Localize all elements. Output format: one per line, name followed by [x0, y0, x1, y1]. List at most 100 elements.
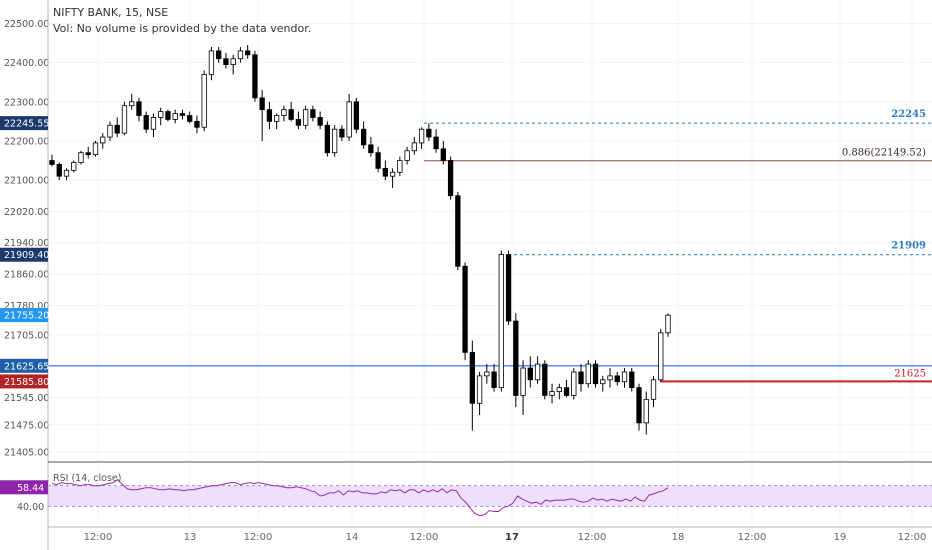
horizontal-levels: 22245 0.886(22149.52) 21909 21625: [48, 109, 932, 383]
candle-down: [360, 128, 367, 146]
candle-up: [201, 73, 207, 128]
chart-title: NIFTY BANK, 15, NSE: [53, 6, 169, 19]
x-tick-label: 12:00: [244, 532, 273, 543]
candle-down: [426, 128, 432, 138]
candle-up: [476, 375, 483, 404]
price-tag: [0, 374, 48, 389]
candle-up: [78, 152, 84, 163]
candle-down: [440, 148, 446, 161]
candle-up: [92, 142, 99, 156]
x-tick-label: 19: [834, 532, 847, 543]
candle-down: [143, 115, 149, 130]
candle-down: [433, 136, 439, 150]
candle-down: [223, 58, 229, 66]
candle-down: [179, 113, 186, 116]
candle-up: [498, 254, 504, 389]
candle-down: [629, 371, 635, 389]
candle-up: [418, 128, 425, 144]
price-tag-label: 21909.40: [4, 250, 49, 261]
candle-up: [556, 387, 562, 392]
candle-down: [245, 50, 251, 56]
candle-up: [397, 160, 403, 173]
candle-down: [592, 363, 599, 385]
candle-down: [353, 101, 360, 130]
candle-up: [607, 375, 613, 381]
candle-up: [71, 162, 77, 171]
candle-up: [129, 101, 135, 107]
candle-down: [505, 254, 512, 322]
candle-up: [237, 50, 244, 60]
x-tick-label: 12:00: [578, 532, 607, 543]
price-tag: [0, 358, 48, 373]
y-tick-label: 21405.00: [4, 448, 49, 459]
y-tick-label: 21475.00: [4, 420, 49, 431]
candle-down: [56, 164, 62, 177]
rsi-title: RSI (14, close): [53, 473, 121, 484]
dashed-level-label: 22245: [891, 109, 926, 120]
rsi-line: [51, 478, 669, 517]
rsi-pane: RSI (14, close): [48, 473, 932, 517]
candle-down: [375, 152, 381, 169]
candlestick-series: [49, 45, 671, 435]
candle-up: [665, 314, 671, 334]
candle-down: [252, 54, 258, 99]
rsi-current-value: 58.44: [17, 483, 44, 494]
x-tick-label: 12:00: [410, 532, 439, 543]
y-tick-label: 21860.00: [4, 270, 49, 281]
candle-down: [578, 371, 584, 385]
candle-up: [208, 50, 215, 75]
candle-down: [491, 371, 497, 389]
candle-down: [136, 101, 142, 116]
candle-down: [368, 144, 374, 154]
x-tick-label: 17: [505, 532, 519, 543]
candle-down: [317, 117, 323, 126]
candle-up: [643, 398, 649, 424]
candle-down: [382, 167, 389, 177]
y-tick-label: 22400.00: [4, 58, 49, 69]
candle-up: [150, 117, 157, 130]
candle-up: [281, 109, 287, 116]
candle-up: [621, 371, 628, 383]
candle-down: [339, 128, 345, 138]
candle-down: [462, 265, 468, 353]
candle-down: [114, 124, 120, 134]
price-tag-label: 21625.65: [4, 361, 49, 372]
candle-down: [165, 111, 171, 120]
candle-up: [658, 332, 664, 381]
candle-down: [455, 195, 461, 267]
x-tick-label: 13: [184, 532, 197, 543]
price-tag: [0, 247, 48, 262]
y-tick-label: 22100.00: [4, 176, 49, 187]
candle-down: [542, 363, 548, 396]
candle-up: [650, 379, 657, 400]
candle-down: [187, 115, 193, 122]
candle-down: [469, 351, 475, 404]
candle-up: [404, 150, 410, 161]
candle-up: [346, 101, 352, 138]
fib-level-label: 0.886(22149.52): [842, 148, 926, 159]
candle-down: [288, 109, 294, 120]
candle-up: [100, 136, 106, 144]
candle-up: [303, 109, 309, 126]
candle-down: [295, 119, 302, 126]
axes: 22500.00 22400.00 22300.00 22200.00 22100.00…: [4, 0, 932, 550]
y-tick-label: 22200.00: [4, 136, 49, 147]
price-tag-label: 21755.20: [4, 311, 49, 322]
price-tag: [0, 116, 48, 131]
candle-up: [600, 379, 606, 385]
candle-down: [85, 152, 91, 156]
candle-up: [549, 391, 555, 396]
candle-down: [259, 97, 265, 111]
candle-down: [216, 50, 222, 60]
candle-up: [121, 105, 128, 134]
y-tick-label: 22020.00: [4, 207, 49, 218]
y-tick-label: 21780.00: [4, 301, 49, 312]
candle-down: [310, 109, 316, 118]
candle-down: [563, 387, 570, 396]
candle-up: [230, 58, 236, 66]
rsi-current-tag: [0, 480, 48, 495]
price-tag: [0, 308, 48, 323]
candle-up: [158, 111, 164, 118]
candle-up: [411, 142, 417, 152]
